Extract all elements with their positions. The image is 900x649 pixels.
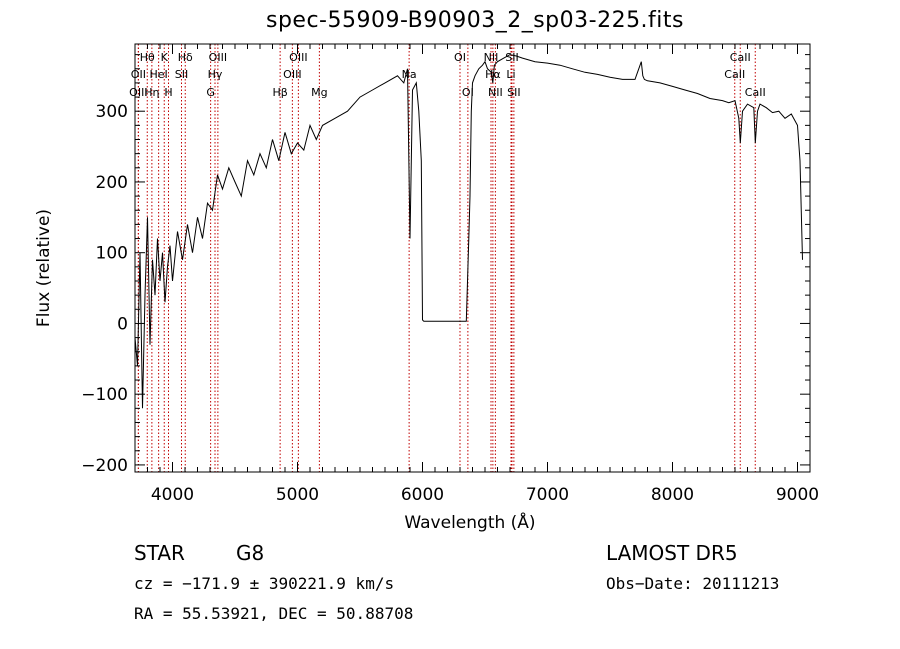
line-label-3: K [161, 51, 169, 64]
object-class: STAR [134, 541, 185, 565]
y-tick-label-5: 300 [96, 102, 128, 122]
line-label-0: Hθ [140, 51, 155, 64]
coordinates: RA = 55.53921, DEC = 50.88708 [134, 604, 414, 623]
line-label-23: Li [506, 68, 515, 81]
line-label-13: OIII [283, 68, 301, 81]
x-tick-label-5: 9000 [776, 485, 819, 505]
line-label-17: OI [454, 51, 466, 64]
chart-title: spec-55909-B90903_2_sp03-225.fits [266, 8, 684, 33]
y-tick-label-3: 100 [96, 244, 128, 264]
line-label-16: Na [402, 68, 417, 81]
line-label-9: OIII [209, 51, 227, 64]
x-tick-label-2: 6000 [401, 485, 444, 505]
line-label-19: NII [484, 51, 499, 64]
line-label-27: CaII [745, 86, 766, 99]
axis-ticks [134, 44, 811, 472]
y-axis-label: Flux (relative) [34, 208, 54, 328]
line-label-2: OIII [129, 86, 147, 99]
y-tick-label-1: −100 [81, 385, 128, 405]
line-label-15: Mg [311, 86, 327, 99]
y-tick-label-2: 0 [117, 314, 128, 334]
y-tick-label-4: 200 [96, 173, 128, 193]
line-label-4: HeI [149, 68, 167, 81]
x-tick-label-4: 8000 [651, 485, 694, 505]
x-tick-label-1: 5000 [276, 485, 319, 505]
spectrum-series-line [134, 54, 803, 409]
observation-date: Obs−Date: 20111213 [606, 574, 780, 593]
line-label-22: SII [505, 51, 518, 64]
line-label-14: Hβ [272, 86, 287, 99]
plot-frame [134, 43, 811, 473]
emission-line-markers [137, 44, 756, 472]
line-label-24: SII [507, 86, 520, 99]
object-subclass: G8 [236, 541, 265, 565]
line-label-11: G [206, 86, 215, 99]
line-label-12: OIII [289, 51, 307, 64]
line-label-5: Hη [144, 86, 159, 99]
x-tick-label-0: 4000 [151, 485, 194, 505]
line-label-7: SII [175, 68, 188, 81]
survey-name: LAMOST DR5 [606, 541, 738, 565]
x-axis-label: Wavelength (Å) [404, 513, 536, 533]
line-label-25: CaII [724, 68, 745, 81]
line-label-6: Hδ [178, 51, 193, 64]
line-label-18: OI [462, 86, 474, 99]
axis-tick-labels: 4000 5000 6000 7000 8000 9000 −200 −100 0 100 200 3… [81, 102, 819, 505]
line-label-21: Hα [485, 68, 501, 81]
x-tick-label-3: 7000 [526, 485, 569, 505]
redshift-cz: cz = −171.9 ± 390221.9 km/s [134, 574, 395, 593]
line-label-10: Hγ [208, 68, 223, 81]
line-label-26: CaII [730, 51, 751, 64]
line-label-8: H [164, 86, 172, 99]
line-label-20: NII [488, 86, 503, 99]
y-tick-label-0: −200 [81, 456, 128, 476]
line-label-1: OII [131, 68, 146, 81]
